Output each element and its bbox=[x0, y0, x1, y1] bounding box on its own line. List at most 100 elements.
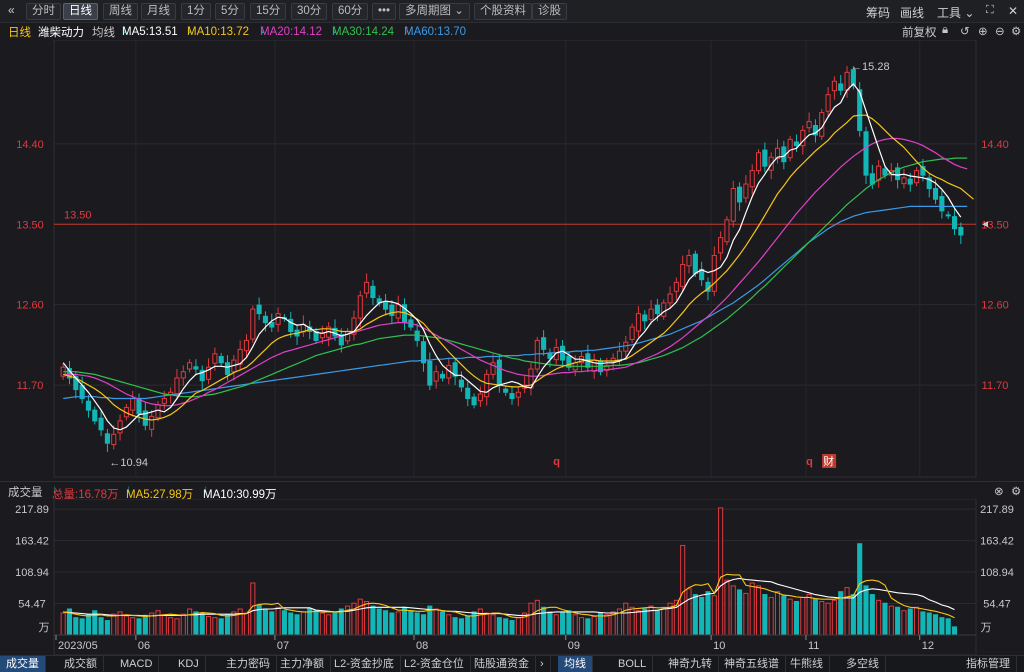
more-periods-button[interactable]: ••• bbox=[372, 3, 397, 20]
event-marker[interactable]: q bbox=[553, 456, 560, 468]
y-axis-right: 14.40 13.50 12.60 11.70 bbox=[981, 139, 1009, 392]
multi-period-button[interactable]: 多周期图 ⌄ bbox=[399, 3, 470, 20]
close-icon[interactable]: ⊗ bbox=[994, 486, 1004, 498]
ma30-value: MA30:14.24 ↓ bbox=[332, 24, 394, 38]
zoom-in-icon[interactable]: ⊕ bbox=[978, 26, 988, 38]
y-tick-label: 12.60 bbox=[981, 300, 1009, 312]
high-label: ←15.28 bbox=[851, 61, 890, 73]
chip-button[interactable]: 筹码 bbox=[866, 6, 891, 20]
candle-body bbox=[863, 131, 869, 176]
fullscreen-icon[interactable]: ⛶ bbox=[986, 4, 994, 16]
volume-bar bbox=[762, 594, 768, 636]
stock-info-button[interactable]: 个股资料 bbox=[474, 3, 532, 20]
period-tab-15min[interactable]: 15分 bbox=[250, 3, 287, 20]
candle-body bbox=[452, 362, 458, 377]
tab-main-net[interactable]: 主力净额 bbox=[274, 656, 331, 672]
candle-body bbox=[490, 362, 496, 375]
candle-body bbox=[193, 366, 199, 370]
candle-body bbox=[812, 125, 818, 136]
ma60-value: MA60:13.70 ↑ bbox=[404, 24, 466, 38]
volume-bar bbox=[420, 614, 427, 636]
settings-icon[interactable]: ⚙ bbox=[1011, 26, 1022, 38]
candle-body bbox=[642, 314, 648, 322]
tabs-scroll-icon[interactable]: › bbox=[534, 656, 551, 672]
finance-marker[interactable]: 财 bbox=[823, 454, 834, 468]
tab-magic-nine[interactable]: 神奇九转 bbox=[662, 656, 719, 672]
candle-body bbox=[427, 360, 433, 386]
tab-kdj[interactable]: KDJ bbox=[172, 656, 206, 672]
volume-bar bbox=[357, 598, 363, 636]
lock-icon[interactable]: 🔒︎ bbox=[942, 24, 949, 36]
diagnose-button[interactable]: 诊股 bbox=[532, 3, 567, 20]
volume-bar bbox=[686, 588, 692, 636]
volume-legend: 成交量 总量:16.78万 ↓ MA5:27.98万 ↓ MA10:30.99万 ↓ … bbox=[0, 481, 1024, 501]
tools-button[interactable]: 工具 ⌄ bbox=[937, 4, 974, 21]
undo-icon[interactable]: ↺ bbox=[960, 26, 970, 38]
period-tab-fenshi[interactable]: 分时 bbox=[26, 3, 61, 20]
draw-line-button[interactable]: 画线 bbox=[900, 6, 925, 20]
avg-line-label[interactable]: 均线 bbox=[92, 27, 115, 39]
volume-bar bbox=[945, 618, 951, 636]
volume-bar bbox=[907, 608, 913, 636]
candle-body bbox=[629, 326, 635, 341]
volume-chart[interactable]: 217.89 217.89 163.42 163.42 108.94 108.94 54.4… bbox=[0, 499, 1024, 655]
tab-boll[interactable]: BOLL bbox=[612, 656, 654, 672]
candle-body bbox=[755, 152, 762, 172]
volume-bar bbox=[136, 618, 142, 636]
tab-ma[interactable]: 均线 bbox=[558, 656, 593, 672]
zoom-out-icon[interactable]: ⊖ bbox=[995, 26, 1005, 38]
settings-icon[interactable]: ⚙ bbox=[1011, 486, 1022, 498]
y-tick-label: 108.94 bbox=[15, 567, 49, 579]
volume-bar bbox=[509, 620, 515, 636]
tab-turnover[interactable]: 成交额 bbox=[58, 656, 104, 672]
tab-l2-bottom[interactable]: L2-资金抄底 bbox=[328, 656, 401, 672]
arrow-down-icon: ↓ bbox=[122, 24, 128, 36]
volume-bar bbox=[477, 608, 483, 636]
candle-body bbox=[680, 263, 686, 287]
period-tab-day[interactable]: 日线 bbox=[63, 3, 98, 20]
event-marker[interactable]: q bbox=[806, 456, 813, 468]
volume-bar bbox=[408, 610, 414, 636]
candle-body bbox=[648, 308, 654, 320]
candle-body bbox=[370, 285, 376, 299]
tab-bull-bear[interactable]: 牛熊线 bbox=[784, 656, 830, 672]
period-tab-week[interactable]: 周线 bbox=[103, 3, 138, 20]
tab-magic-five[interactable]: 神奇五线谱 bbox=[718, 656, 786, 672]
tab-hk-connect[interactable]: 陆股通资金 bbox=[468, 656, 536, 672]
indicator-manage-button[interactable]: 指标管理 bbox=[960, 656, 1017, 672]
volume-bar bbox=[939, 617, 945, 636]
candle-body bbox=[262, 315, 269, 324]
candle-body bbox=[692, 253, 698, 274]
volume-bar bbox=[294, 614, 300, 636]
period-tab-5min[interactable]: 5分 bbox=[215, 3, 245, 20]
candle-body bbox=[541, 337, 547, 350]
volume-bar bbox=[560, 612, 566, 636]
tab-macd[interactable]: MACD bbox=[114, 656, 160, 672]
candle-body bbox=[111, 433, 117, 446]
tab-long-short[interactable]: 多空线 bbox=[840, 656, 886, 672]
tab-l2-position[interactable]: L2-资金仓位 bbox=[398, 656, 471, 672]
volume-bar bbox=[496, 617, 502, 636]
close-icon[interactable]: ✕ bbox=[1008, 4, 1019, 18]
volume-bar bbox=[591, 616, 597, 636]
ma30-line bbox=[63, 157, 968, 398]
candle-body bbox=[515, 391, 521, 398]
period-tab-month[interactable]: 月线 bbox=[141, 3, 176, 20]
collapse-icon[interactable]: « bbox=[8, 3, 15, 17]
x-tick-label: 07 bbox=[277, 640, 289, 652]
candle-body bbox=[104, 433, 110, 444]
volume-bar bbox=[395, 611, 401, 636]
period-tab-30min[interactable]: 30分 bbox=[291, 3, 328, 20]
volume-bar bbox=[458, 618, 464, 636]
tools-label: 工具 bbox=[937, 6, 962, 20]
candle-body bbox=[774, 147, 781, 160]
tab-main-code[interactable]: 主力密码 bbox=[220, 656, 277, 672]
period-tab-1min[interactable]: 1分 bbox=[181, 3, 211, 20]
period-tab-60min[interactable]: 60分 bbox=[332, 3, 369, 20]
tab-volume[interactable]: 成交量 bbox=[0, 656, 46, 672]
adjust-button[interactable]: 前复权 bbox=[902, 27, 937, 39]
volume-bar bbox=[844, 587, 850, 636]
candlestick-chart[interactable]: 14.40 13.50 12.60 11.70 14.40 13.50 12.60 11.7… bbox=[0, 40, 1024, 481]
candle-body bbox=[465, 387, 471, 400]
volume-total-text: 总量:16.78万 bbox=[52, 489, 119, 501]
